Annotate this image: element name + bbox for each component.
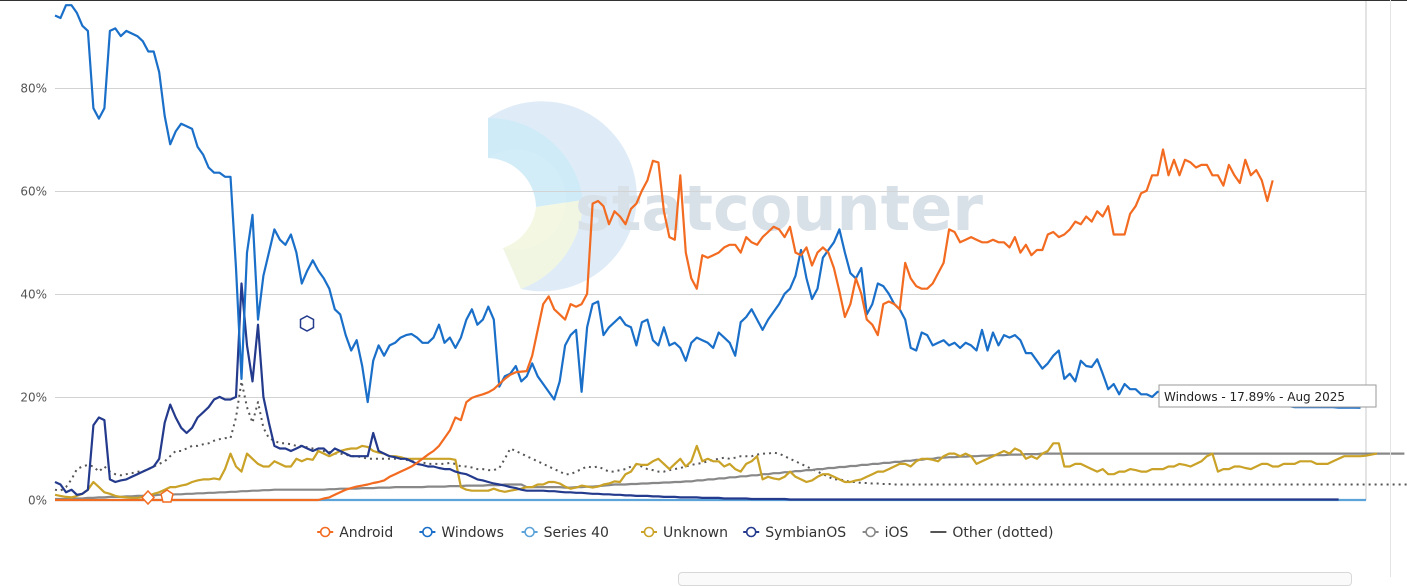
legend-swatch-marker (422, 526, 433, 538)
y-tick-label: 80% (20, 82, 47, 96)
legend-label: SymbianOS (765, 525, 846, 541)
legend-label: Android (339, 525, 393, 541)
legend-swatch-marker (745, 526, 757, 538)
series-line-ios[interactable] (55, 452, 1405, 501)
legend-item-symbianos[interactable]: SymbianOS (743, 525, 846, 541)
symbianos-marker-hexagon (299, 315, 315, 332)
y-tick-label: 20% (20, 391, 47, 405)
android-marker-diamond (140, 489, 156, 506)
y-tick-label: 60% (20, 185, 47, 199)
legend-swatch-marker (865, 526, 876, 538)
legend-item-ios[interactable]: iOS (862, 525, 909, 541)
android-marker-pentagon (160, 489, 174, 503)
series-line-symbianos[interactable] (54, 282, 1339, 501)
legend-label: Series 40 (544, 525, 609, 541)
legend-swatch-marker (524, 526, 535, 538)
watermark-ring-yellow (503, 200, 583, 289)
legend-item-series-40[interactable]: Series 40 (521, 525, 609, 541)
legend-item-unknown[interactable]: Unknown (641, 525, 728, 541)
markers-layer (140, 315, 315, 506)
tooltip-box (1158, 384, 1377, 408)
series-line-unknown[interactable] (54, 442, 1378, 499)
watermark-ring-blue (488, 101, 637, 292)
series-layer (54, 4, 1407, 502)
legend-swatch-marker (643, 526, 655, 538)
legend-label: Other (dotted) (952, 525, 1053, 541)
y-axis: 0% 20% 40% 60% 80% (20, 82, 47, 508)
series-line-other-dotted[interactable] (54, 380, 1407, 492)
legend: Android Windows Series 40 Unknown SymbianOS i… (317, 525, 1053, 541)
watermark-ring-cyan (488, 117, 583, 207)
legend-label: Unknown (663, 525, 728, 541)
legend-swatch-marker (319, 526, 331, 538)
legend-item-android[interactable]: Android (317, 525, 393, 541)
bottom-scroll-panel[interactable] (678, 572, 1352, 586)
y-tick-label: 0% (28, 494, 47, 508)
series-line-android[interactable] (55, 148, 1274, 502)
series-line-windows[interactable] (54, 4, 1361, 409)
tooltip: Windows - 17.89% - Aug 2025 (1158, 384, 1377, 408)
y-tick-label: 40% (20, 288, 47, 302)
watermark-text: statcounter (575, 172, 983, 245)
legend-item-other-dotted[interactable]: Other (dotted) (930, 525, 1053, 541)
legend-label: iOS (885, 525, 909, 541)
statcounter-watermark: statcounter (488, 101, 983, 292)
right-divider (1390, 0, 1391, 577)
legend-item-windows[interactable]: Windows (419, 525, 504, 541)
grid (55, 88, 1366, 501)
tooltip-text: Windows - 17.89% - Aug 2025 (1164, 390, 1345, 404)
legend-label: Windows (441, 525, 504, 541)
